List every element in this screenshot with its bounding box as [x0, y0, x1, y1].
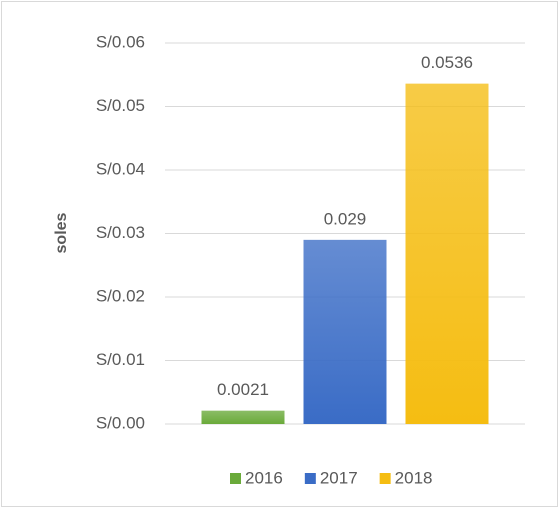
y-tick-label: S/0.02: [96, 286, 145, 305]
y-tick-label: S/0.06: [96, 32, 145, 51]
y-tick-label: S/0.04: [96, 159, 145, 178]
y-axis-label: soles: [53, 212, 70, 253]
y-tick-label: S/0.05: [96, 96, 145, 115]
legend-swatch: [230, 473, 241, 484]
bar: [405, 83, 489, 424]
legend-swatch: [304, 473, 316, 484]
legend-label: 2018: [395, 468, 433, 487]
bar: [303, 239, 387, 424]
y-tick-label: S/0.00: [96, 413, 145, 432]
legend-label: 2017: [320, 468, 358, 487]
data-label: 0.029: [324, 209, 367, 228]
y-tick-label: S/0.03: [96, 223, 145, 242]
bar: [201, 410, 285, 424]
y-tick-label: S/0.01: [96, 350, 145, 369]
legend-label: 2016: [245, 468, 283, 487]
legend-swatch: [379, 473, 391, 484]
data-label: 0.0536: [421, 53, 473, 72]
data-label: 0.0021: [217, 380, 269, 399]
